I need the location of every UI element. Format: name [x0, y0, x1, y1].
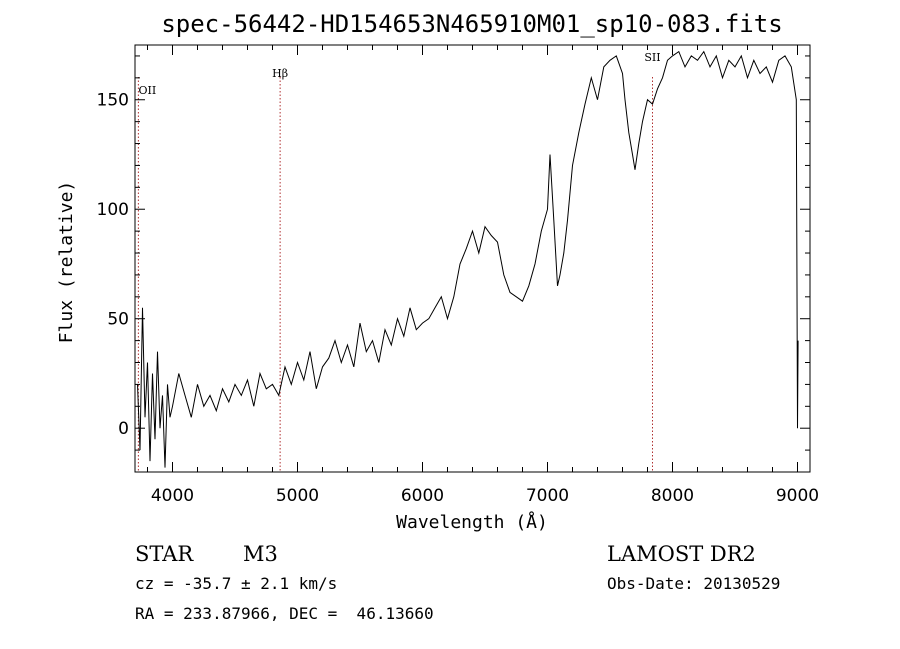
- x-axis-label: Wavelength (Å): [396, 511, 548, 533]
- x-tick-label-3: 7000: [526, 486, 569, 506]
- x-tick-label-2: 6000: [401, 486, 444, 506]
- x-tick-label-4: 8000: [651, 486, 694, 506]
- object-type: STAR: [135, 542, 194, 566]
- x-axis-ticks: 4000 5000 6000 7000 8000 9000: [147, 45, 819, 506]
- spectral-subclass: M3: [243, 542, 278, 566]
- y-tick-label-0: 0: [118, 419, 129, 439]
- y-tick-label-1: 50: [107, 310, 129, 330]
- y-axis-ticks: 0 50 100 150: [97, 55, 810, 451]
- chart-title: spec-56442-HD154653N465910M01_sp10-083.f…: [161, 10, 782, 38]
- marker-label-2: SII: [644, 51, 660, 64]
- coordinates: RA = 233.87966, DEC = 46.13660: [135, 604, 434, 623]
- x-tick-label-5: 9000: [776, 486, 819, 506]
- marker-label-1: Hβ: [272, 67, 288, 80]
- redshift-cz: cz = -35.7 ± 2.1 km/s: [135, 574, 337, 593]
- x-tick-label-0: 4000: [151, 486, 194, 506]
- marker-label-0: OII: [139, 84, 157, 97]
- y-tick-label-3: 150: [97, 91, 129, 111]
- y-axis-label: Flux (relative): [56, 181, 77, 344]
- observation-date: Obs-Date: 20130529: [607, 574, 780, 593]
- plot-frame: [134, 44, 811, 473]
- spectrum-line: [137, 50, 799, 468]
- x-tick-label-1: 5000: [276, 486, 319, 506]
- y-tick-label-2: 100: [97, 200, 129, 220]
- survey-name: LAMOST DR2: [607, 542, 756, 566]
